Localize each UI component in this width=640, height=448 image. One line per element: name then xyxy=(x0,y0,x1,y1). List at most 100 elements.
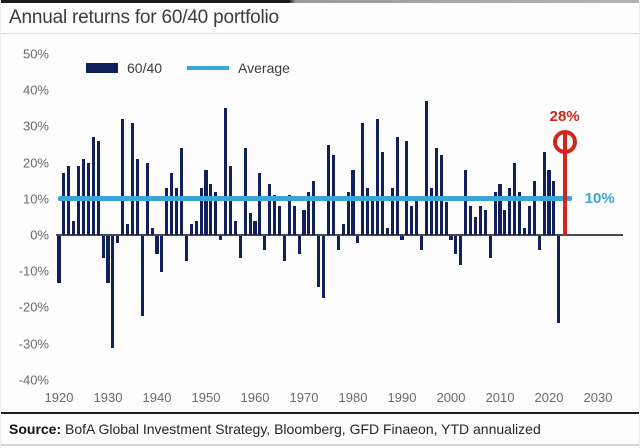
bar-1975 xyxy=(326,144,331,235)
y-axis-label-30: 30% xyxy=(22,118,49,134)
bar-1960 xyxy=(253,220,257,235)
source-line: Source: BofA Global Investment Strategy,… xyxy=(9,421,541,437)
average-line xyxy=(58,196,572,202)
source-prefix: Source: xyxy=(9,421,62,437)
bar-1920 xyxy=(57,236,61,284)
bar-1940 xyxy=(155,236,159,255)
chart-title: Annual returns for 60/40 portfolio xyxy=(9,7,279,28)
bar-2005 xyxy=(473,216,478,235)
bar-2007 xyxy=(483,209,487,235)
bar-2016 xyxy=(527,206,531,235)
bar-1956 xyxy=(233,220,237,235)
bar-1972 xyxy=(312,180,316,235)
bar-1996 xyxy=(429,187,433,235)
bar-1988 xyxy=(390,187,394,235)
bar-2002 xyxy=(459,236,463,265)
bar-1997 xyxy=(434,148,438,235)
source-text: BofA Global Investment Strategy, Bloombe… xyxy=(61,421,541,437)
y-axis-label-10: 10% xyxy=(22,191,49,207)
legend-bar-swatch-icon xyxy=(86,63,118,73)
x-axis-label-1990: 1990 xyxy=(387,390,417,405)
bar-1986 xyxy=(380,151,384,235)
bar-1932 xyxy=(116,236,120,244)
x-axis-label-2000: 2000 xyxy=(436,390,466,405)
bar-1981 xyxy=(356,236,360,244)
bar-1970 xyxy=(302,209,306,235)
bar-1965 xyxy=(277,206,282,235)
bar-1982 xyxy=(361,122,365,235)
bar-1946 xyxy=(184,236,188,262)
bar-1948 xyxy=(194,220,198,235)
bar-1983 xyxy=(366,187,370,235)
x-axis-label-1950: 1950 xyxy=(191,390,221,405)
bottom-divider xyxy=(1,444,639,446)
x-axis-label-1980: 1980 xyxy=(338,390,368,405)
bar-1935 xyxy=(130,122,135,235)
bar-1964 xyxy=(273,195,277,235)
y-axis-label-20: 20% xyxy=(22,155,49,171)
bar-1930 xyxy=(106,236,110,284)
bar-1937 xyxy=(140,236,144,316)
y-axis-label--30: -30% xyxy=(18,336,49,352)
bar-1994 xyxy=(420,236,424,251)
legend-average-label: Average xyxy=(238,60,290,76)
bar-1958 xyxy=(243,148,247,235)
bar-1931 xyxy=(111,236,115,349)
bar-2003 xyxy=(464,169,468,235)
y-axis-label--20: -20% xyxy=(18,299,49,315)
y-axis-label-40: 40% xyxy=(22,82,49,98)
bar-2009 xyxy=(493,191,497,235)
legend: 60/40 Average xyxy=(86,59,290,77)
bar-1974 xyxy=(322,236,326,298)
bar-2021 xyxy=(552,180,556,235)
bar-1999 xyxy=(444,202,448,235)
bar-1993 xyxy=(415,198,419,235)
bar-2015 xyxy=(522,227,527,235)
bar-1962 xyxy=(263,236,267,251)
bar-1989 xyxy=(395,137,399,235)
y-axis-label-50: 50% xyxy=(22,46,49,62)
bar-2020 xyxy=(547,169,551,235)
bar-1952 xyxy=(214,191,218,235)
bar-1921 xyxy=(62,173,66,235)
x-axis-label-2010: 2010 xyxy=(485,390,515,405)
y-axis-label--40: -40% xyxy=(18,372,49,388)
bar-2006 xyxy=(478,206,482,235)
bar-1943 xyxy=(170,173,174,235)
bar-2022 xyxy=(557,236,561,323)
bar-1969 xyxy=(297,236,301,255)
x-axis-label-1970: 1970 xyxy=(289,390,319,405)
bar-1980 xyxy=(351,169,355,235)
bar-1963 xyxy=(268,184,272,235)
bar-2011 xyxy=(503,209,507,235)
bar-1957 xyxy=(238,236,242,258)
x-axis-label-1930: 1930 xyxy=(93,390,123,405)
x-axis-label-1940: 1940 xyxy=(142,390,172,405)
bar-2001 xyxy=(454,236,458,255)
bar-1978 xyxy=(341,224,345,235)
title-divider xyxy=(1,33,639,34)
bar-1939 xyxy=(150,227,154,235)
y-axis-label-0: 0% xyxy=(30,227,49,243)
bar-1959 xyxy=(248,213,252,235)
bar-2014 xyxy=(518,191,522,235)
bar-2018 xyxy=(537,236,541,251)
bar-1934 xyxy=(126,224,130,235)
bar-1945 xyxy=(179,148,184,235)
legend-line-swatch-icon xyxy=(187,66,230,70)
bar-1984 xyxy=(371,198,375,235)
bar-1967 xyxy=(287,195,291,235)
bar-1979 xyxy=(346,191,350,235)
bar-1927 xyxy=(91,137,95,235)
bar-1942 xyxy=(165,187,169,235)
x-axis-label-2030: 2030 xyxy=(583,390,613,405)
bar-1966 xyxy=(282,236,286,262)
y-axis-label--10: -10% xyxy=(18,263,49,279)
bar-1995 xyxy=(424,101,429,235)
bar-1933 xyxy=(121,119,125,235)
x-axis-label-1920: 1920 xyxy=(44,390,74,405)
bar-1977 xyxy=(336,236,340,251)
bar-1954 xyxy=(224,108,228,235)
bar-1953 xyxy=(219,236,223,240)
